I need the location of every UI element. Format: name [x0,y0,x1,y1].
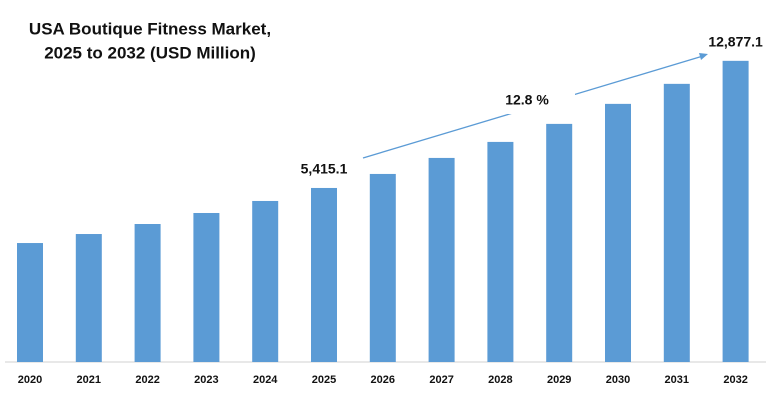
bar [663,83,690,362]
bar [722,60,749,362]
chart-title: 2025 to 2032 (USD Million) [44,43,256,62]
annotation-bg [480,88,575,114]
bar [193,212,220,362]
bar [369,173,396,362]
chart-title: USA Boutique Fitness Market, [29,19,271,38]
bar [252,200,279,362]
bar [546,123,573,362]
data-label: 12,877.1 [708,34,763,50]
bar [605,103,631,362]
x-tick-label: 2020 [18,374,42,386]
x-tick-label: 2027 [429,374,453,386]
x-tick-label: 2021 [77,374,101,386]
x-tick-label: 2025 [312,374,336,386]
x-tick-label: 2028 [488,374,512,386]
x-tick-label: 2030 [606,374,630,386]
bar [311,187,337,362]
x-tick-label: 2031 [665,374,689,386]
bar [428,157,455,362]
bar [75,234,102,362]
cagr-annotation: 12.8 % [505,92,549,108]
arrow-head [699,53,708,60]
x-tick-label: 2029 [547,374,571,386]
x-tick-label: 2024 [253,374,278,386]
x-tick-label: 2026 [371,374,395,386]
data-label: 5,415.1 [301,161,348,177]
bar [134,224,161,362]
x-tick-label: 2022 [135,374,159,386]
bar [17,243,43,362]
x-tick-label: 2032 [723,374,747,386]
x-tick-label: 2023 [194,374,218,386]
bar [487,141,514,362]
